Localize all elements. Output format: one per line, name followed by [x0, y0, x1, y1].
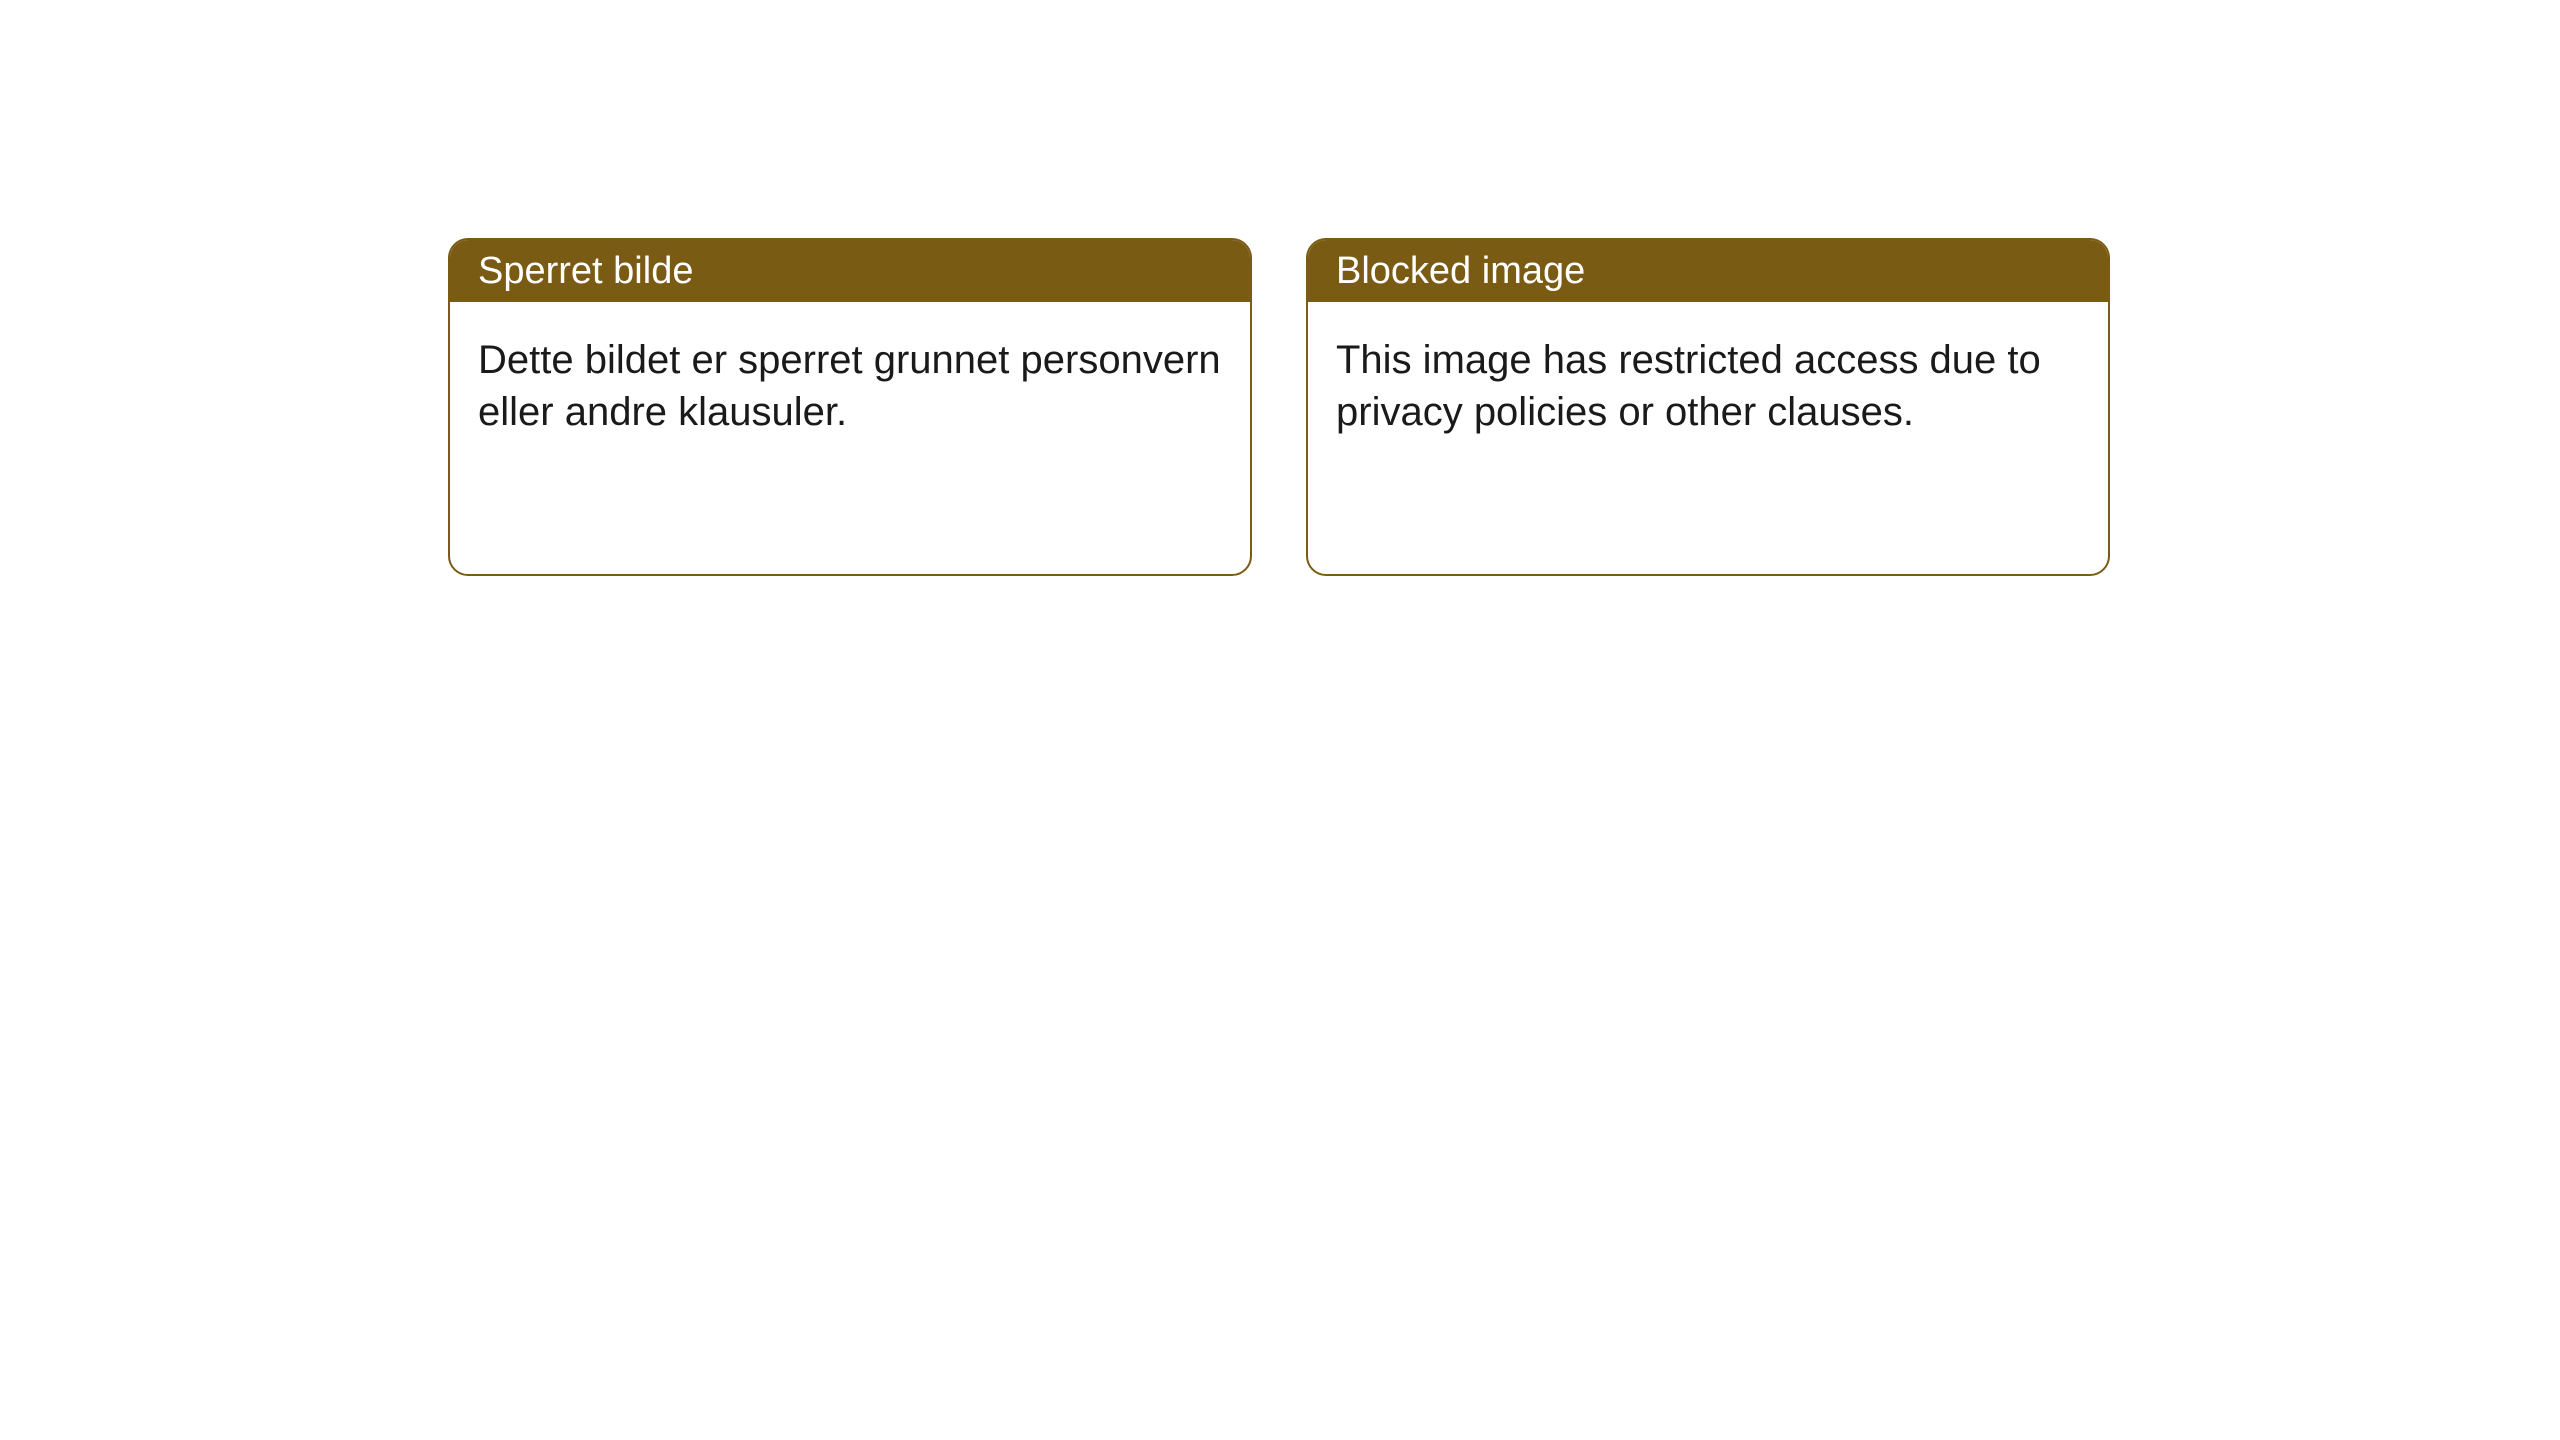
notice-card-norwegian: Sperret bilde Dette bildet er sperret gr… — [448, 238, 1252, 576]
notice-card-english: Blocked image This image has restricted … — [1306, 238, 2110, 576]
notice-card-header: Sperret bilde — [450, 240, 1250, 302]
notice-card-body: Dette bildet er sperret grunnet personve… — [450, 302, 1250, 470]
notice-cards-container: Sperret bilde Dette bildet er sperret gr… — [448, 238, 2110, 576]
notice-card-header: Blocked image — [1308, 240, 2108, 302]
notice-card-body: This image has restricted access due to … — [1308, 302, 2108, 470]
